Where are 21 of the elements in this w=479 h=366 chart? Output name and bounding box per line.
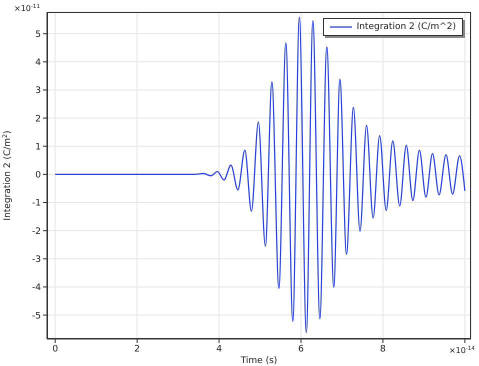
y-tick-label: 0 (35, 170, 42, 181)
y-tick-label: -3 (32, 254, 41, 265)
x-tick-label: 6 (298, 344, 304, 354)
y-tick-label: 5 (35, 30, 41, 40)
legend-label: Integration 2 (C/m^2) (356, 22, 456, 32)
y-tick-label: -4 (32, 283, 42, 294)
y-tick-label: 4 (35, 58, 42, 68)
y-tick-label: 2 (35, 114, 41, 124)
x-tick-label: 8 (380, 344, 386, 354)
line-series (54, 16, 466, 334)
x-axis-title: Time (s) (240, 356, 278, 366)
y-tick-label: -2 (32, 226, 41, 237)
text: ×10$^{-14}$ (448, 345, 476, 355)
text: ×10$^{-11}$ (14, 3, 40, 13)
y-tick-label: 3 (35, 86, 41, 96)
x-tick-label: 0 (52, 344, 58, 354)
y-tick-label: 1 (35, 142, 41, 152)
x-tick-label: 4 (216, 344, 222, 354)
x-tick-label: 2 (134, 344, 140, 354)
y-tick-label: -1 (32, 198, 41, 209)
y-tick-label: -5 (32, 311, 41, 322)
